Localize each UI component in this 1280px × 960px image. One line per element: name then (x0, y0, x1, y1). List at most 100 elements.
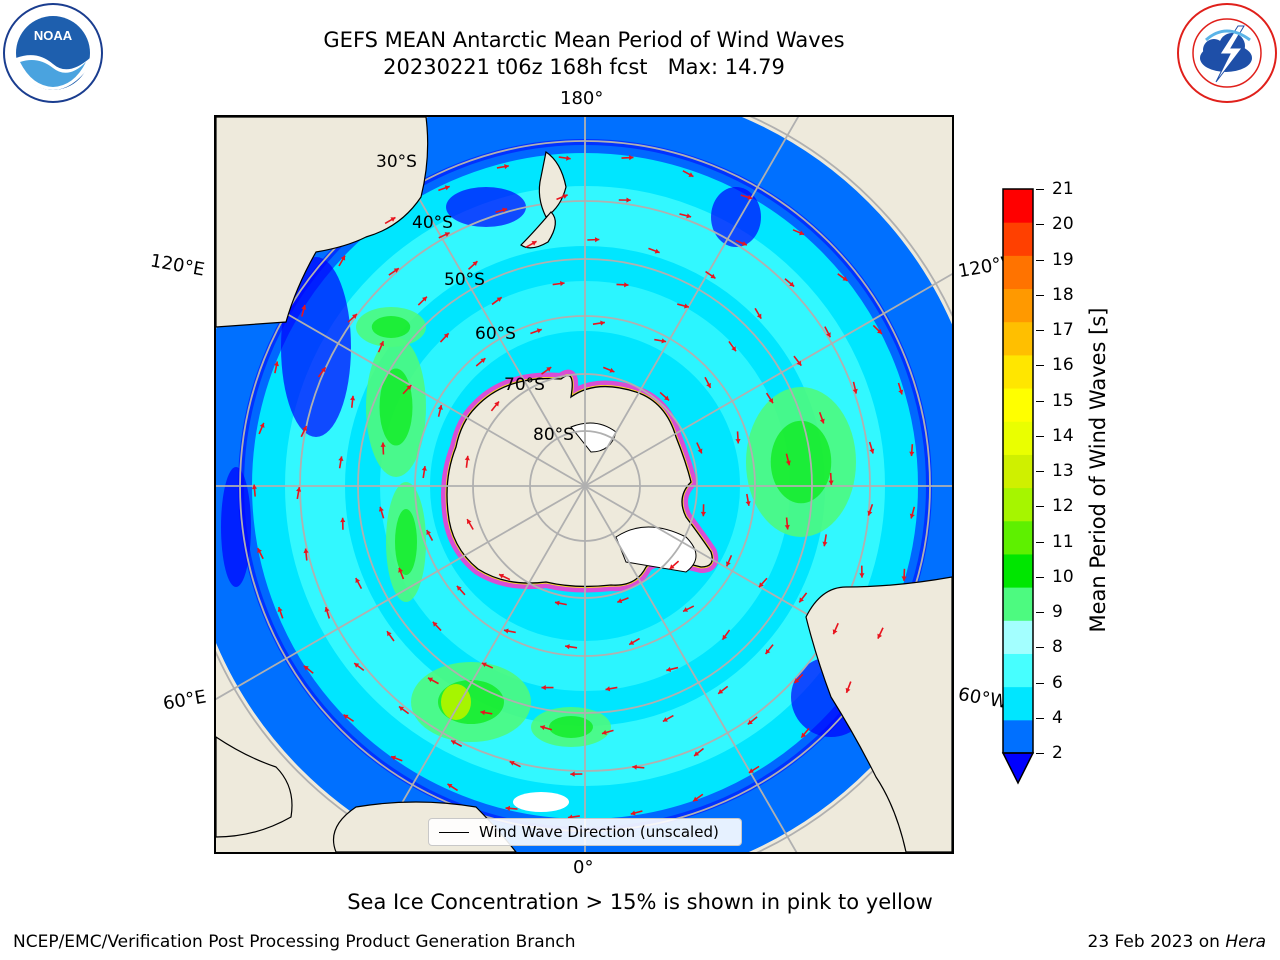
wave-direction-arrowhead (406, 385, 412, 390)
wave-direction-arrowhead (726, 561, 731, 567)
wave-direction-arrowhead (554, 600, 560, 606)
wave-direction-arrowhead (303, 548, 309, 554)
map-panel (214, 115, 954, 854)
wave-direction-arrowhead (321, 367, 326, 373)
wave-direction-arrowhead (694, 751, 700, 756)
wave-direction-arrowhead (378, 506, 384, 512)
wave-direction-arrowhead (684, 303, 689, 309)
wave-direction-arrowhead (877, 633, 883, 639)
colorbar-tick-mark (1036, 576, 1044, 578)
lon-label-top: 180° (560, 88, 604, 109)
colorbar-segment (1003, 288, 1033, 323)
wave-direction-arrowhead (496, 297, 502, 302)
south-georgia-ice (513, 792, 569, 812)
wave-direction-arrowhead (354, 663, 360, 668)
wave-direction-arrowhead (480, 710, 486, 716)
colorbar-tick-label: 8 (1052, 637, 1063, 658)
australia (216, 117, 429, 328)
wave-direction-arrowhead (502, 207, 508, 213)
green-core (371, 316, 411, 338)
wave-direction-arrowhead (845, 687, 851, 693)
wave-direction-arrowhead (338, 456, 344, 462)
meridian-line (370, 117, 586, 487)
wave-direction-arrowhead (432, 621, 438, 627)
wave-direction-arrowhead (617, 598, 623, 604)
wave-direction-arrowhead (546, 367, 552, 372)
colorbar-tick-label: 2 (1052, 743, 1063, 763)
wave-direction-arrowhead (393, 268, 399, 273)
colorbar-segment (1003, 719, 1033, 754)
wave-direction-arrowhead (540, 725, 546, 731)
colorbar-tick-mark (1036, 400, 1044, 402)
wave-direction-arrowhead (499, 573, 505, 579)
wave-direction-arrowhead (562, 194, 568, 199)
wave-direction-arrowhead (784, 524, 790, 530)
colorbar-tick-mark (1036, 647, 1044, 649)
colorbar-tick-mark (1036, 189, 1044, 190)
wave-direction-arrowhead (390, 217, 396, 222)
polar-map (216, 117, 952, 852)
wave-direction-arrowhead (794, 678, 800, 684)
wave-direction-arrowhead (629, 155, 634, 161)
wave-direction-arrowhead (444, 185, 450, 191)
meridian-line (216, 485, 586, 701)
wave-direction-arrowhead (832, 629, 838, 635)
wave-direction-arrowhead (380, 442, 386, 447)
wave-direction-arrowhead (852, 388, 858, 394)
wave-direction-arrowhead (747, 194, 753, 200)
wave-direction-arrowhead (697, 448, 703, 454)
new-zealand-south (520, 211, 556, 249)
wave-direction-arrowhead (718, 689, 724, 694)
green-core (549, 716, 593, 738)
wave-direction-arrowhead (632, 764, 637, 770)
wave-direction-arrowhead (509, 761, 515, 766)
wave-direction-arrowhead (624, 282, 629, 288)
wave-direction-arrowhead (799, 230, 805, 236)
nws-logo (1176, 2, 1278, 104)
lon-label-left-lower: 60°E (161, 686, 208, 715)
wave-direction-arrowhead (669, 564, 675, 570)
south-america (805, 576, 952, 852)
wave-direction-arrowhead (340, 255, 346, 261)
wave-direction-arrowhead (398, 706, 404, 712)
wave-direction-arrowhead (447, 783, 453, 789)
wave-direction-arrowhead (909, 451, 915, 457)
meridian-line (372, 485, 586, 852)
meridian-line (584, 273, 952, 487)
wave-direction-arrowhead (710, 273, 716, 279)
wave-direction-arrowhead (828, 480, 834, 485)
wave-direction-arrowhead (296, 487, 302, 492)
wave-direction-arrowhead (391, 755, 397, 761)
wave-direction-arrowhead (437, 405, 443, 410)
wave-direction-arrowhead (626, 197, 631, 203)
wave-direction-arrowhead (662, 717, 668, 722)
lat-label-80s: 80°S (533, 425, 574, 445)
wave-direction-arrowhead (605, 686, 611, 692)
wave-direction-arrowhead (398, 567, 404, 573)
wave-direction-arrowhead (901, 576, 907, 581)
chart-subtitle: 20230221 t06z 168h fcst Max: 14.79 (383, 55, 785, 79)
wave-direction-arrowhead (731, 346, 736, 352)
colorbar-tick-label: 9 (1052, 602, 1063, 622)
wave-direction-arrowhead (303, 665, 309, 671)
wave-direction-arrowhead (801, 732, 807, 738)
colorbar-tick-mark (1036, 541, 1044, 543)
colorbar-tick-label: 17 (1052, 320, 1074, 340)
wave-direction-arrowhead (600, 320, 605, 326)
green-core (379, 368, 413, 446)
wave-direction-arrowhead (340, 517, 346, 523)
wave-direction-arrowhead (259, 422, 265, 428)
wave-direction-arrowhead (559, 281, 565, 287)
wave-direction-arrowhead (859, 573, 865, 578)
colorbar-tick-mark (1036, 506, 1044, 508)
wave-direction-arrowhead (666, 666, 672, 672)
wave-direction-arrowhead (869, 448, 875, 454)
wave-direction-arrowhead (302, 425, 307, 431)
lon-label-bottom: 0° (573, 857, 594, 878)
wave-direction-arrowhead (741, 241, 747, 246)
wave-direction-arrowhead (456, 585, 462, 591)
lat-label-40s: 40°S (412, 213, 453, 233)
colorbar (1000, 187, 1036, 785)
wave-direction-arrowhead (324, 607, 330, 612)
colorbar-ticks: 21 20 19 18 17 16 15 14 13 12 11 10 9 8 6 4 2 (1036, 0, 1080, 960)
